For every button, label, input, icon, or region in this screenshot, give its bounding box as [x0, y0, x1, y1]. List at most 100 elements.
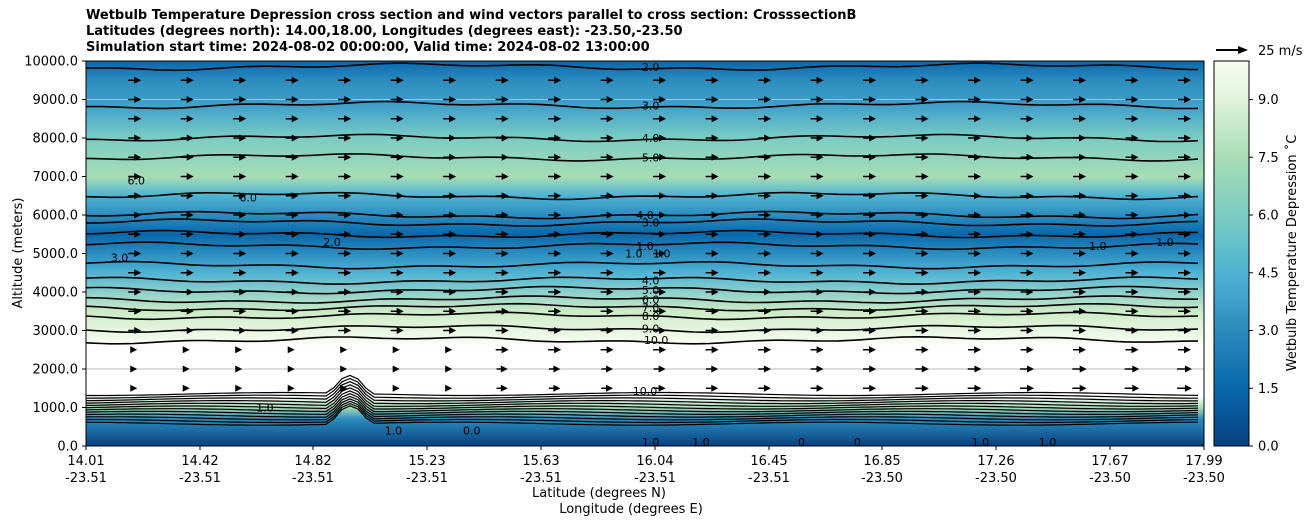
wind-vector [130, 346, 138, 354]
wind-vector [548, 230, 562, 238]
wind-vector [705, 96, 719, 103]
wind-vector [390, 327, 404, 334]
wind-vector [915, 250, 929, 257]
wind-vector [338, 327, 352, 334]
wind-vector-head [606, 230, 614, 238]
wind-vector [128, 96, 142, 103]
wind-vector-head [287, 365, 295, 373]
wind-vector [445, 346, 453, 354]
wind-vector [1073, 346, 1087, 354]
wind-vector [968, 192, 982, 200]
wind-vector [496, 384, 508, 392]
wind-vector-head [1026, 307, 1034, 315]
wind-vector-head [659, 134, 667, 142]
wind-vector [758, 384, 771, 392]
wind-vector [1178, 327, 1192, 334]
y-tick-label: 8000.0 [33, 132, 79, 147]
wind-vector [443, 115, 457, 123]
wind-vector [863, 173, 877, 180]
wind-vector [235, 365, 243, 373]
wind-vector-head [869, 346, 877, 354]
wind-vector-head [659, 153, 667, 161]
wind-vector-head [711, 211, 719, 219]
wind-vector-head [134, 307, 142, 315]
wind-vector [548, 192, 562, 200]
wind-vector-head [921, 365, 929, 373]
wind-vector-head [134, 153, 142, 161]
wind-vector [653, 365, 666, 373]
wind-vector-head [764, 269, 772, 277]
wind-vector [758, 173, 772, 180]
wind-vector [128, 250, 142, 257]
wind-vector-head [764, 76, 772, 84]
wind-vector [915, 153, 929, 161]
wind-vector [233, 250, 247, 257]
wind-vector [235, 346, 243, 354]
wind-vector-head [344, 269, 352, 277]
wind-vector-head [287, 384, 295, 392]
wind-vector-head [344, 230, 352, 238]
wind-vector-head [1131, 307, 1139, 315]
wind-vector [495, 269, 509, 277]
wind-vector-head [182, 346, 190, 354]
wind-vector [1125, 134, 1139, 142]
wind-vector [968, 269, 982, 277]
contour-line [85, 395, 1199, 416]
wind-vector-head [764, 153, 772, 161]
wind-vector [863, 153, 877, 161]
contour-label: 8.0 [642, 310, 660, 323]
wind-vector [968, 96, 982, 103]
wind-vector [758, 211, 772, 219]
wind-vector-head [921, 346, 929, 354]
wind-vector-head [1027, 384, 1035, 392]
wind-vector-head [396, 153, 404, 161]
wind-vector-head [659, 76, 667, 84]
wind-vector [128, 134, 142, 142]
wind-vector-head [291, 327, 299, 334]
wind-vector [968, 173, 982, 180]
wind-vector [495, 192, 509, 200]
wind-vector-head [1131, 115, 1139, 123]
wind-vector-head [764, 327, 772, 334]
wind-vector-head [501, 192, 509, 200]
wind-vector [338, 307, 352, 315]
contour-line [85, 393, 1199, 413]
wind-vector [443, 76, 457, 84]
wind-vector-head [344, 288, 352, 296]
x-tick-label-lon: -23.50 [975, 471, 1017, 486]
wind-vector-head [449, 307, 457, 315]
wind-vector [128, 327, 142, 334]
wind-vector-head [501, 153, 509, 161]
wind-vector [1178, 173, 1192, 180]
wind-vector [1125, 173, 1139, 180]
wind-vector-head [606, 153, 614, 161]
contour-label: 2.0 [323, 236, 341, 249]
x-tick-label-lon: -23.51 [406, 471, 448, 486]
wind-vector-head [291, 250, 299, 257]
wind-vector [810, 192, 824, 200]
contour-line [86, 133, 1199, 143]
wind-vector [863, 346, 877, 354]
wind-vector [443, 230, 457, 238]
x-tick-label-lon: -23.51 [65, 471, 107, 486]
wind-vector-head [921, 307, 929, 315]
wind-vector-head [501, 327, 509, 334]
wind-vector-head [1079, 250, 1087, 257]
wind-vector [1124, 365, 1140, 373]
wind-vector [653, 153, 667, 161]
wind-vector [443, 307, 457, 315]
wind-vector-head [449, 134, 457, 142]
wind-vector-head [344, 192, 352, 200]
wind-vector-head [239, 115, 247, 123]
colorbar-tick-label: 0.0 [1258, 440, 1279, 455]
wind-vector [1073, 269, 1087, 277]
wind-vector-head [1079, 173, 1087, 180]
wind-vector-head [711, 134, 719, 142]
wind-vector-head [711, 250, 719, 257]
wind-vector [495, 288, 509, 296]
wind-vector-head [396, 134, 404, 142]
wind-vector [863, 96, 877, 103]
wind-vector [705, 134, 719, 142]
wind-vector [443, 288, 457, 296]
wind-vector-head [554, 96, 562, 103]
